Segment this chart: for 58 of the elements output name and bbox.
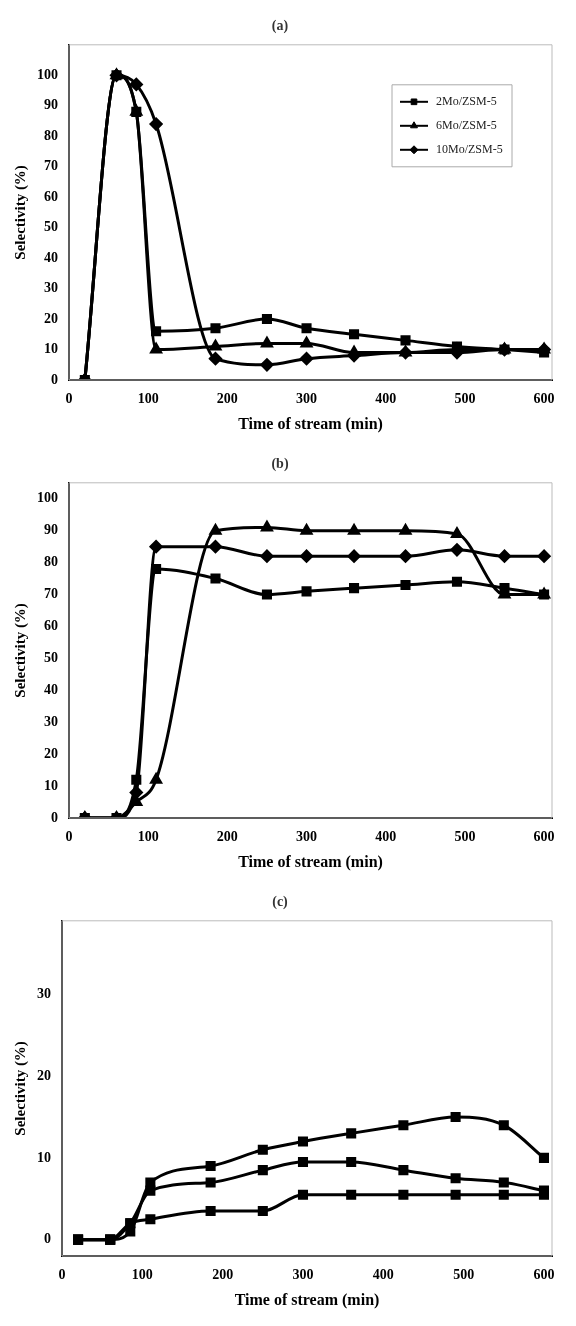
x-tick-label: 100 <box>131 1267 153 1283</box>
y-tick-label: 50 <box>44 649 58 665</box>
y-tick-label: 30 <box>44 280 58 296</box>
y-tick-label: 80 <box>44 127 58 143</box>
y-tick-label: 60 <box>44 618 58 634</box>
x-tick-label: 200 <box>216 829 238 845</box>
y-tick-label: 30 <box>37 985 51 1001</box>
x-tick-label: 600 <box>533 391 555 407</box>
y-tick-label: 30 <box>44 713 58 729</box>
x-tick-label: 300 <box>292 1267 314 1283</box>
x-tick-label: 600 <box>533 1267 555 1283</box>
y-tick-label: 10 <box>37 1149 51 1165</box>
y-tick-label: 70 <box>44 586 58 602</box>
chart-title: (c) <box>272 894 289 911</box>
x-tick-label: 600 <box>533 829 555 845</box>
y-tick-label: 90 <box>44 97 58 113</box>
x-tick-label: 100 <box>137 829 159 845</box>
legend-label: 10Mo/ZSM-5 <box>436 141 503 156</box>
y-tick-label: 40 <box>44 681 58 697</box>
y-tick-label: 50 <box>44 219 58 235</box>
x-tick-label: 200 <box>216 391 238 407</box>
x-tick-label: 500 <box>453 1267 475 1283</box>
y-tick-label: 20 <box>37 1067 51 1083</box>
y-axis-title: Selectivity (%) <box>11 165 29 260</box>
y-axis-title: Selectivity (%) <box>11 1041 29 1136</box>
y-tick-label: 0 <box>51 809 58 825</box>
y-tick-label: 0 <box>51 371 58 387</box>
y-tick-label: 100 <box>37 66 58 82</box>
x-axis-title: Time of stream (min) <box>234 1290 380 1309</box>
y-tick-label: 10 <box>44 777 58 793</box>
x-tick-label: 400 <box>372 1267 394 1283</box>
x-tick-label: 400 <box>375 391 397 407</box>
x-tick-label: 500 <box>454 391 476 407</box>
y-tick-label: 20 <box>44 745 58 761</box>
y-tick-label: 60 <box>44 188 58 204</box>
y-tick-label: 20 <box>44 310 58 326</box>
x-axis-title: Time of stream (min) <box>238 414 383 433</box>
y-tick-label: 0 <box>44 1231 51 1247</box>
y-tick-label: 90 <box>44 522 58 538</box>
y-tick-label: 100 <box>37 490 58 506</box>
y-tick-label: 80 <box>44 554 58 570</box>
y-tick-label: 10 <box>44 341 58 357</box>
x-tick-label: 500 <box>454 829 476 845</box>
legend-label: 2Mo/ZSM-5 <box>436 93 497 108</box>
y-axis-title: Selectivity (%) <box>11 603 29 698</box>
x-axis-title: Time of stream (min) <box>238 852 383 871</box>
x-tick-label: 300 <box>296 829 318 845</box>
y-tick-label: 70 <box>44 158 58 174</box>
chart-title: (a) <box>271 18 289 35</box>
x-tick-label: 0 <box>65 391 73 407</box>
x-tick-label: 200 <box>212 1267 234 1283</box>
x-tick-label: 400 <box>375 829 397 845</box>
x-tick-label: 300 <box>296 391 318 407</box>
y-tick-label: 40 <box>44 249 58 265</box>
x-tick-label: 100 <box>137 391 159 407</box>
legend-label: 6Mo/ZSM-5 <box>436 117 497 132</box>
x-tick-label: 0 <box>65 829 73 845</box>
chart-title: (b) <box>271 456 289 473</box>
